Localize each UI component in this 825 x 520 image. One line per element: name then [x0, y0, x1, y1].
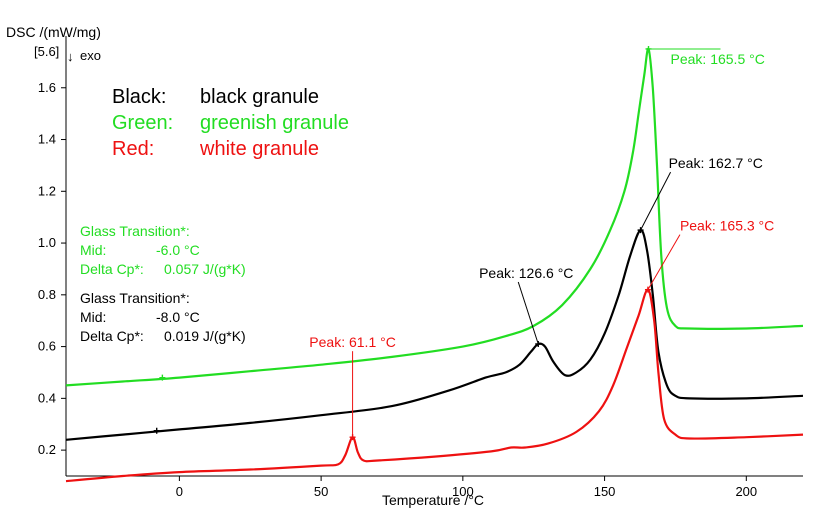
y-tick-label: 0.4 — [38, 390, 56, 405]
y-tick-label: 1.2 — [38, 183, 56, 198]
y-axis-title: DSC /(mW/mg) — [6, 24, 101, 40]
curves — [65, 47, 804, 483]
y-tick-label: 1.4 — [38, 132, 56, 147]
glass-transition-cp-value: 0.019 J/(g*K) — [164, 328, 246, 344]
legend: Black: black granule Green: greenish granul… — [112, 86, 349, 160]
x-ticks: 0 50 100 150 200 — [176, 476, 757, 499]
peak-leader-line — [640, 171, 672, 231]
x-tick-label: 150 — [594, 484, 616, 499]
peak-marker — [637, 227, 644, 234]
legend-value: greenish granule — [200, 112, 349, 134]
exo-label: exo — [80, 48, 101, 63]
peak-leader-line — [647, 234, 681, 290]
y-tick-label: 0.6 — [38, 339, 56, 354]
legend-key: Black: — [112, 86, 166, 108]
x-tick-label: 200 — [735, 484, 757, 499]
x-tick-label: 100 — [452, 484, 474, 499]
y-tick-label: 1.0 — [38, 235, 56, 250]
exo-arrow-icon: ↓ — [67, 49, 74, 64]
peak-leader-line — [517, 281, 539, 345]
peak-annotations: Peak: 165.5 °C Peak: 162.7 °C Peak: 165.3 … — [309, 45, 774, 441]
y-ticks: 0.2 0.4 0.6 0.8 1.0 1.2 1.4 1.6 — [38, 80, 66, 457]
glass-transition-marker — [159, 374, 166, 381]
glass-transition-mid-value: -8.0 °C — [156, 309, 200, 325]
dsc-curve-2 — [65, 229, 804, 441]
y-scale-note: [5.6] — [34, 44, 59, 59]
glass-transition-cp-label: Delta Cp*: — [80, 261, 144, 277]
peak-label: Peak: 165.5 °C — [671, 51, 765, 67]
glass-transition-mid-value: -6.0 °C — [156, 242, 200, 258]
peak-marker — [644, 286, 651, 293]
glass-transition-cp-value: 0.057 J/(g*K) — [164, 261, 246, 277]
legend-value: black granule — [200, 86, 319, 108]
x-tick-label: 50 — [314, 484, 328, 499]
glass-transition-marker — [153, 427, 160, 434]
peak-label: Peak: 162.7 °C — [669, 155, 763, 171]
legend-key: Red: — [112, 138, 154, 160]
dsc-curve-3 — [65, 288, 804, 483]
x-tick-label: 0 — [176, 484, 183, 499]
glass-transition-annotations: Glass Transition*: Mid: -6.0 °C Delta Cp*: 0… — [80, 223, 246, 434]
y-tick-label: 1.6 — [38, 80, 56, 95]
legend-value: white granule — [199, 138, 319, 160]
peak-label: Peak: 165.3 °C — [680, 218, 774, 234]
dsc-curve-1 — [65, 47, 804, 387]
glass-transition-title: Glass Transition*: — [80, 290, 190, 306]
peak-marker — [645, 45, 652, 52]
peak-marker — [349, 434, 356, 441]
glass-transition-cp-label: Delta Cp*: — [80, 328, 144, 344]
axes — [65, 36, 803, 477]
y-tick-label: 0.8 — [38, 287, 56, 302]
x-axis-title: Temperature /°C — [382, 492, 484, 508]
glass-transition-title: Glass Transition*: — [80, 223, 190, 239]
peak-label: Peak: 126.6 °C — [479, 265, 573, 281]
glass-transition-mid-label: Mid: — [80, 309, 106, 325]
peak-label: Peak: 61.1 °C — [309, 334, 396, 350]
glass-transition-mid-label: Mid: — [80, 242, 106, 258]
peak-marker — [535, 341, 542, 347]
y-tick-label: 0.2 — [38, 442, 56, 457]
legend-key: Green: — [112, 112, 173, 134]
